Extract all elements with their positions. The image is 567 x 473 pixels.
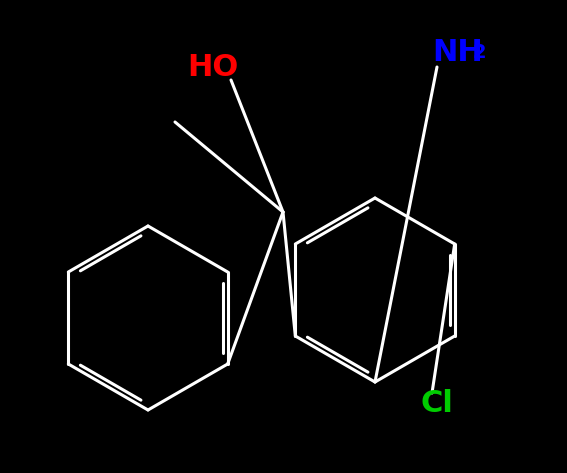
Text: NH: NH <box>432 38 483 68</box>
Text: 2: 2 <box>472 43 485 62</box>
Text: Cl: Cl <box>421 388 454 418</box>
Text: HO: HO <box>187 53 239 82</box>
